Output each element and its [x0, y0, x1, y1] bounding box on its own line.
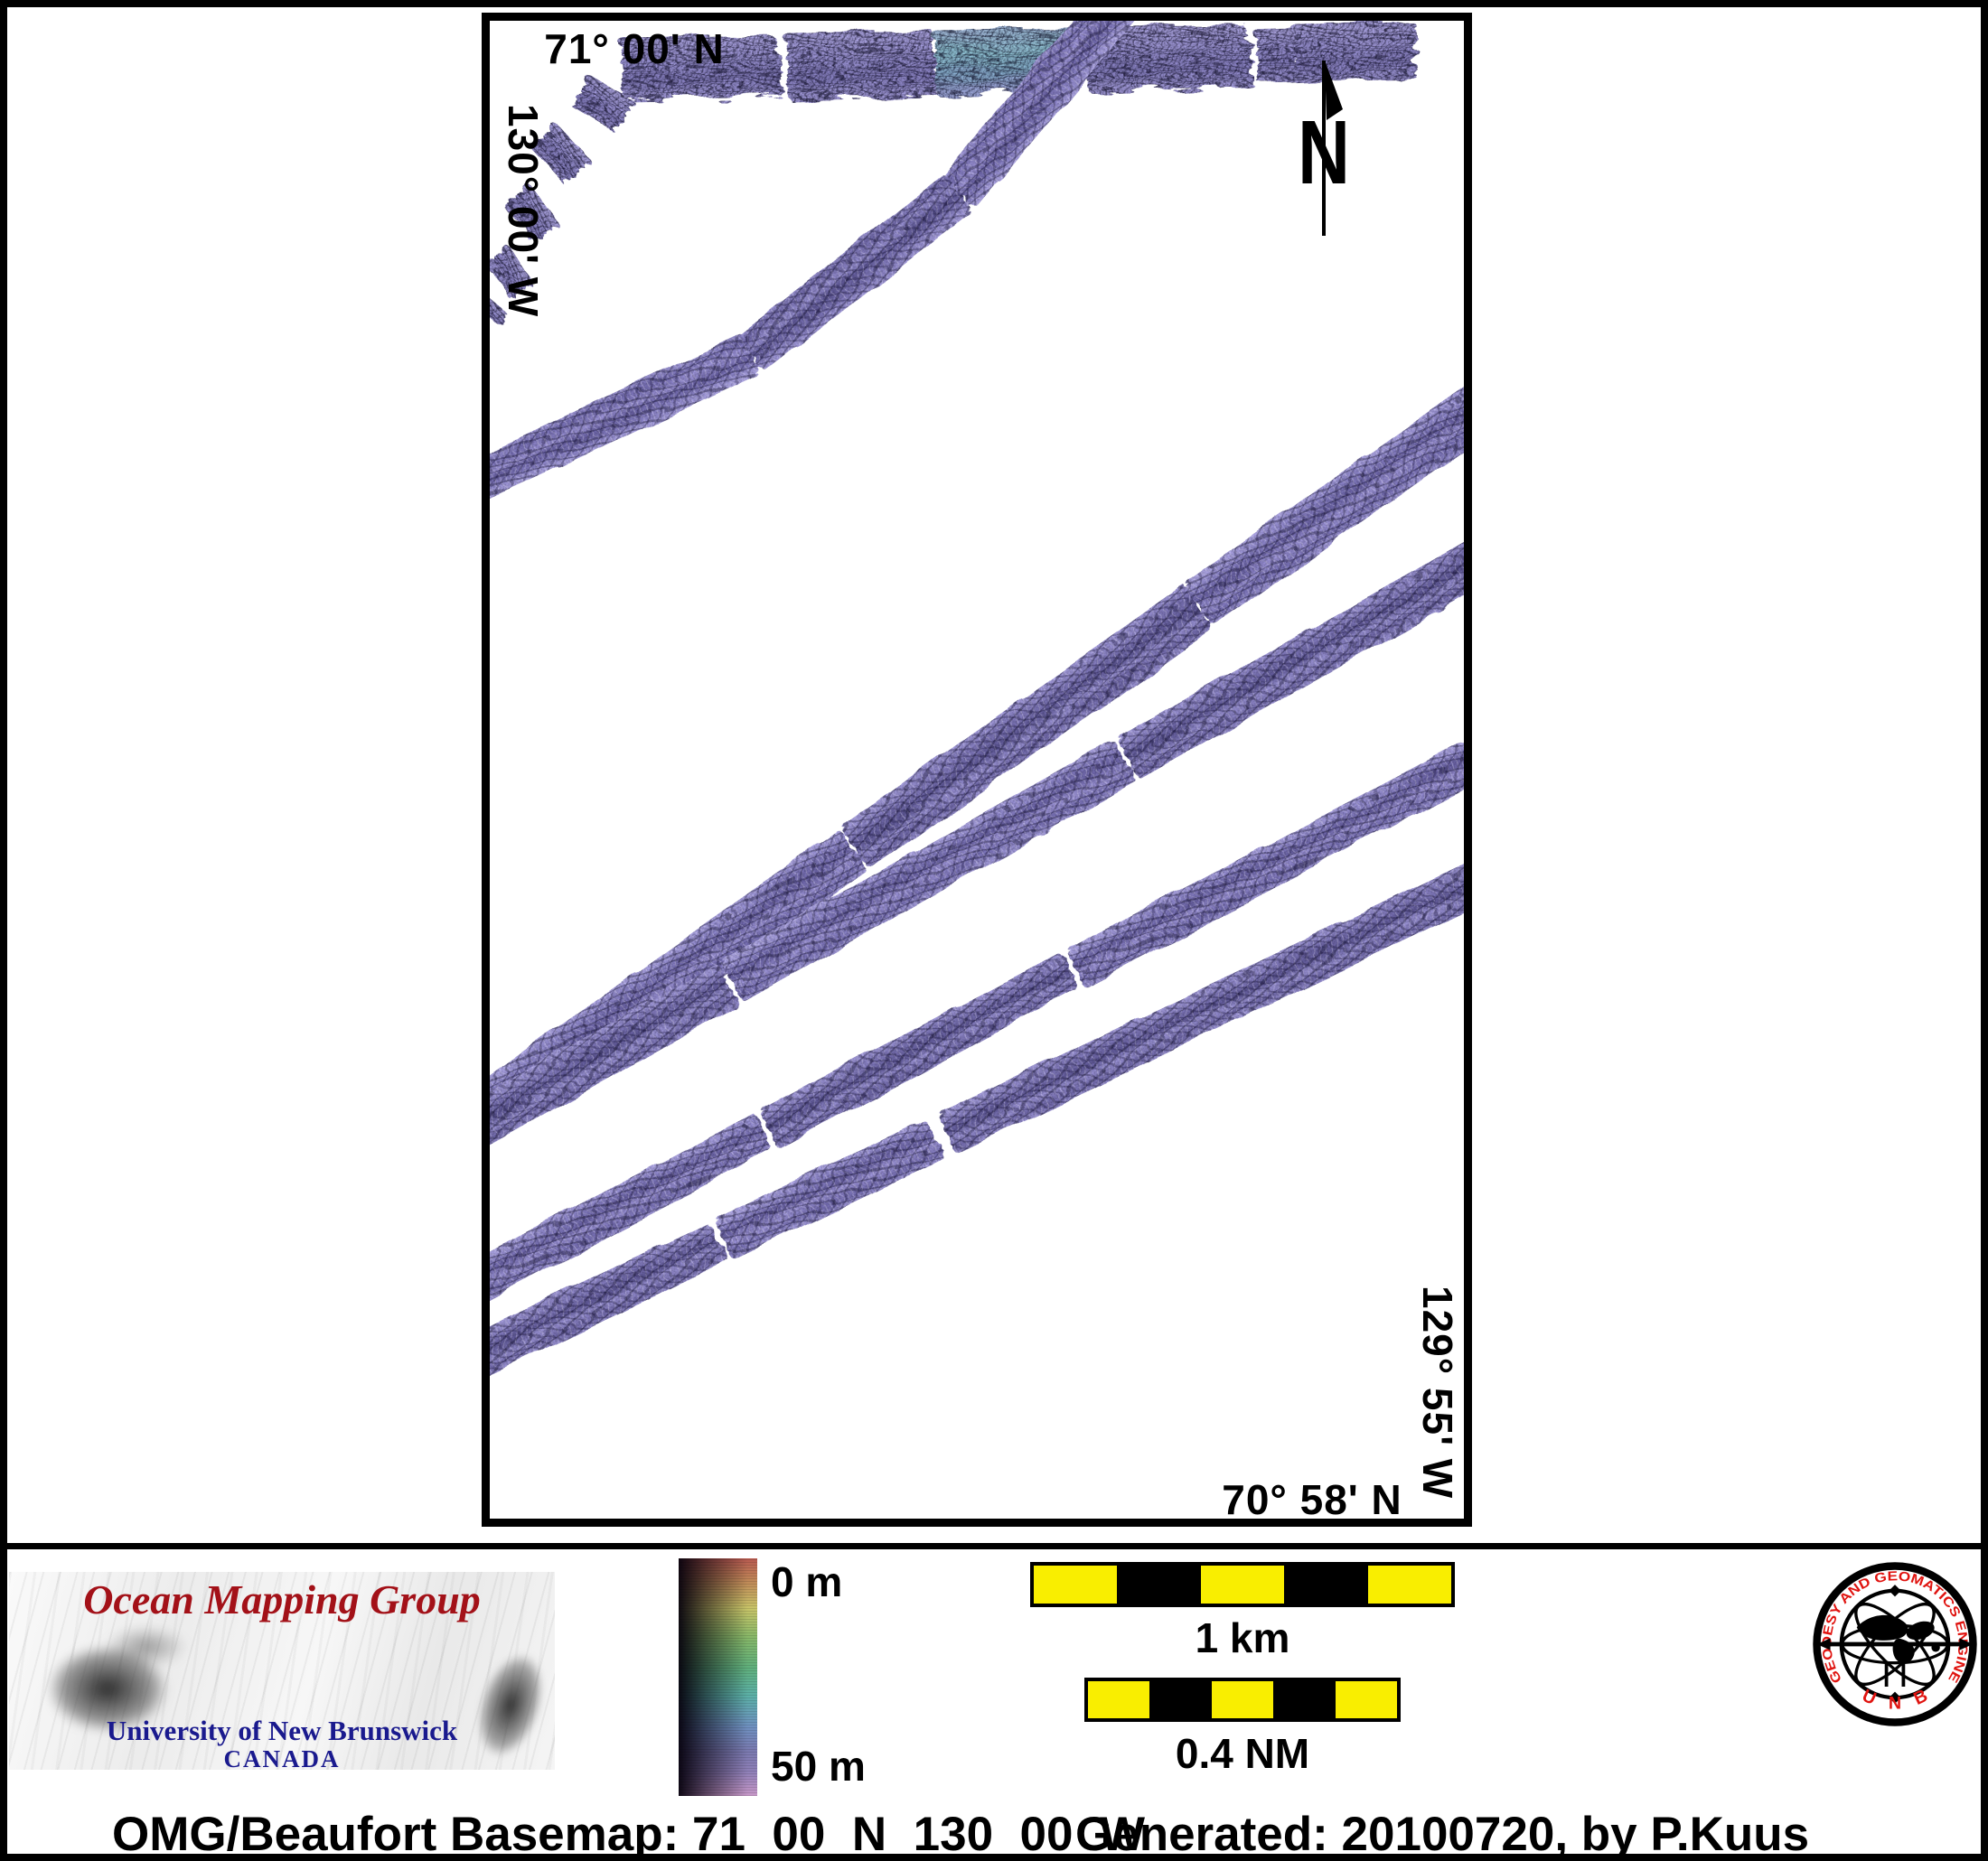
top-latitude-label: 71° 00' N [544, 25, 725, 72]
scalebar-nm-label: 0.4 NM [1175, 1730, 1310, 1777]
bathymetry-map: 71° 00' N 130° 00' W 129° 55' W 70° 58' … [490, 21, 1464, 1519]
scalebar-km [1030, 1562, 1455, 1607]
scalebar-segment [1273, 1681, 1336, 1718]
scalebar-segment [1284, 1566, 1368, 1604]
north-arrow-icon [1325, 61, 1343, 120]
sonar-image-blob-icon [23, 1622, 235, 1762]
left-longitude-label: 130° 00' W [500, 104, 547, 318]
sonar-swath-segment [1293, 21, 1417, 85]
map-frame: 71° 00' N 130° 00' W 129° 55' W 70° 58' … [482, 13, 1472, 1527]
omg-title: Ocean Mapping Group [83, 1576, 481, 1623]
scalebar-segment [1211, 1681, 1274, 1718]
sonar-swath-segment [1256, 27, 1299, 82]
sonar-swath-segment [490, 333, 761, 505]
sonar-swath-layer [490, 21, 1464, 1519]
depth-color-scale [679, 1558, 757, 1796]
sonar-swath-segment [735, 173, 973, 373]
right-longitude-label: 129° 55' W [1414, 1286, 1461, 1500]
bottom-latitude-label: 70° 58' N [1222, 1476, 1402, 1519]
globe-landmass-icon [1856, 1614, 1908, 1641]
north-arrow-line [1322, 61, 1326, 236]
scalebar-segment [1117, 1566, 1201, 1604]
scalebar-segment [1034, 1566, 1118, 1604]
sonar-swath-segment [786, 29, 937, 99]
scalebar-segment [1335, 1681, 1398, 1718]
scalebar-segment [1367, 1566, 1452, 1604]
omg-country: CANADA [223, 1745, 341, 1770]
sonar-swath-segment [758, 951, 1082, 1148]
scalebar-km-label: 1 km [1195, 1614, 1290, 1661]
omg-logo: Ocean Mapping Group University of New Br… [9, 1572, 555, 1770]
depth-scale-top-label: 0 m [771, 1558, 843, 1605]
scalebar-nm [1084, 1678, 1401, 1722]
panel-divider [0, 1543, 1988, 1549]
seal-letter-n: N [1889, 1693, 1901, 1713]
omg-university: University of New Brunswick [106, 1715, 458, 1746]
scalebar-segment [1200, 1566, 1285, 1604]
caption-basemap: OMG/Beaufort Basemap: 71_00_N_130_00_W [112, 1808, 1145, 1861]
north-label: N [1298, 102, 1350, 203]
unb-geodesy-seal: GEODESY AND GEOMATICS ENGINEERING U N B [1813, 1562, 1977, 1726]
scalebar-segment [1149, 1681, 1212, 1718]
caption-generated: Generated: 20100720, by P.Kuus [1075, 1808, 1810, 1861]
scalebar-segment [1088, 1681, 1150, 1718]
depth-scale-bottom-label: 50 m [771, 1743, 866, 1790]
